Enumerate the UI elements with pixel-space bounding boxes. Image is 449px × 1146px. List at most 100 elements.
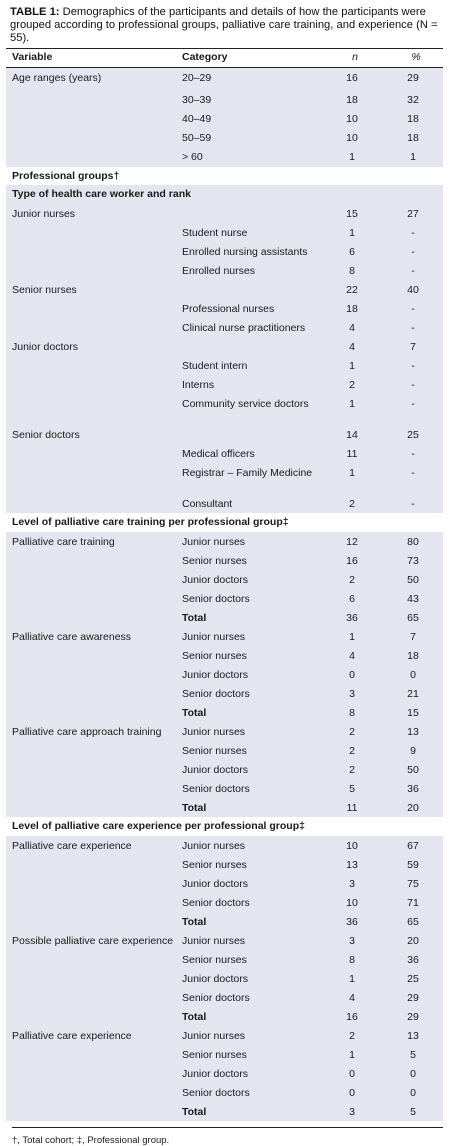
category-cell: 40–49 xyxy=(176,108,321,128)
category-cell: Clinical nurse practitioners xyxy=(176,317,321,337)
n-cell: 0 xyxy=(321,1063,383,1083)
n-cell: 0 xyxy=(321,1082,383,1102)
section-header: Level of palliative care experience per … xyxy=(6,816,443,836)
category-cell: Junior doctors xyxy=(176,873,321,893)
caption-label: TABLE 1: xyxy=(10,6,60,18)
category-cell: Senior doctors xyxy=(176,987,321,1007)
n-cell: 2 xyxy=(321,374,383,394)
variable-cell xyxy=(6,873,176,893)
percent-cell: 29 xyxy=(383,987,443,1007)
percent-cell: 18 xyxy=(383,127,443,147)
percent-cell: - xyxy=(383,462,443,494)
variable-cell: Junior doctors xyxy=(6,336,176,356)
header-n: n xyxy=(321,48,383,69)
variable-cell xyxy=(6,222,176,242)
table-row: Clinical nurse practitioners 4- xyxy=(6,317,443,337)
n-cell: 3 xyxy=(321,930,383,950)
n-cell: 22 xyxy=(321,279,383,299)
percent-cell: 13 xyxy=(383,1025,443,1045)
category-cell: Senior doctors xyxy=(176,892,321,912)
category-cell: Professional nurses xyxy=(176,298,321,318)
n-cell: 1 xyxy=(321,1044,383,1064)
variable-cell xyxy=(6,298,176,318)
table-row: Junior doctors 0 0 xyxy=(6,1063,443,1083)
table-row: 50–59 10 18 xyxy=(6,127,443,147)
percent-cell: 20 xyxy=(383,930,443,950)
table-row: Enrolled nursing assistants 6- xyxy=(6,241,443,261)
table-row: 30–39 18 32 xyxy=(6,89,443,109)
variable-cell xyxy=(6,374,176,394)
n-cell: 15 xyxy=(321,203,383,223)
variable-cell xyxy=(6,949,176,969)
n-cell: 1 xyxy=(321,146,383,167)
variable-cell: Palliative care approach training xyxy=(6,721,176,741)
section-header: Professional groups† xyxy=(6,166,443,185)
n-cell: 10 xyxy=(321,835,383,855)
percent-cell: - xyxy=(383,222,443,242)
table-row: Consultant 2- xyxy=(6,493,443,513)
percent-cell: - xyxy=(383,355,443,375)
category-cell: Student nurse xyxy=(176,222,321,242)
n-cell: 5 xyxy=(321,778,383,798)
table-row: Senior nurses 22 40 xyxy=(6,279,443,299)
table-row: Professional nurses 18- xyxy=(6,298,443,318)
variable-cell xyxy=(6,260,176,280)
category-cell: Interns xyxy=(176,374,321,394)
table-row: Senior nurses 1 5 xyxy=(6,1044,443,1064)
section-header: Type of health care worker and rank xyxy=(6,184,443,204)
percent-cell: 36 xyxy=(383,949,443,969)
table-row: Palliative care experience Junior nurses 1… xyxy=(6,835,443,855)
category-cell: Total xyxy=(176,1006,321,1026)
percent-cell: 21 xyxy=(383,683,443,703)
n-cell: 18 xyxy=(321,298,383,318)
percent-cell: - xyxy=(383,260,443,280)
header-category: Category xyxy=(176,48,321,69)
percent-cell: - xyxy=(383,393,443,425)
table-row: Student intern 1- xyxy=(6,355,443,375)
percent-cell: 13 xyxy=(383,721,443,741)
percent-cell: 75 xyxy=(383,873,443,893)
category-cell: > 60 xyxy=(176,146,321,167)
table-row: Senior doctors 0 0 xyxy=(6,1082,443,1102)
category-cell xyxy=(176,203,321,223)
variable-cell xyxy=(6,241,176,261)
n-cell: 1 xyxy=(321,222,383,242)
variable-cell xyxy=(6,146,176,167)
category-cell: Total xyxy=(176,911,321,931)
section-header-row: Level of palliative care experience per … xyxy=(6,816,443,836)
n-cell: 3 xyxy=(321,683,383,703)
variable-cell xyxy=(6,443,176,463)
n-cell: 3 xyxy=(321,1101,383,1121)
total-row: Total 36 65 xyxy=(6,607,443,627)
table-figure: TABLE 1: Demographics of the participant… xyxy=(6,6,443,1146)
percent-cell: 7 xyxy=(383,336,443,356)
n-cell: 0 xyxy=(321,664,383,684)
percent-cell: 0 xyxy=(383,664,443,684)
n-cell: 1 xyxy=(321,626,383,646)
category-cell: Senior doctors xyxy=(176,683,321,703)
variable-cell xyxy=(6,1082,176,1102)
table-row: Possible palliative care experience Junio… xyxy=(6,930,443,950)
category-cell xyxy=(176,424,321,444)
variable-cell xyxy=(6,778,176,798)
percent-cell: 65 xyxy=(383,911,443,931)
percent-cell: - xyxy=(383,443,443,463)
percent-cell: 9 xyxy=(383,740,443,760)
variable-cell xyxy=(6,550,176,570)
category-cell: Senior doctors xyxy=(176,1082,321,1102)
table-row: Senior doctors 3 21 xyxy=(6,683,443,703)
section-header-row: Professional groups† xyxy=(6,166,443,185)
percent-cell: 0 xyxy=(383,1082,443,1102)
table-row: Senior doctors 5 36 xyxy=(6,778,443,798)
n-cell: 4 xyxy=(321,317,383,337)
percent-cell: 80 xyxy=(383,531,443,551)
category-cell: Total xyxy=(176,607,321,627)
total-row: Total 16 29 xyxy=(6,1006,443,1026)
n-cell: 10 xyxy=(321,127,383,147)
n-cell: 36 xyxy=(321,607,383,627)
percent-cell: 59 xyxy=(383,854,443,874)
percent-cell: - xyxy=(383,317,443,337)
variable-cell: Palliative care experience xyxy=(6,835,176,855)
variable-cell xyxy=(6,607,176,627)
total-row: Total 8 15 xyxy=(6,702,443,722)
